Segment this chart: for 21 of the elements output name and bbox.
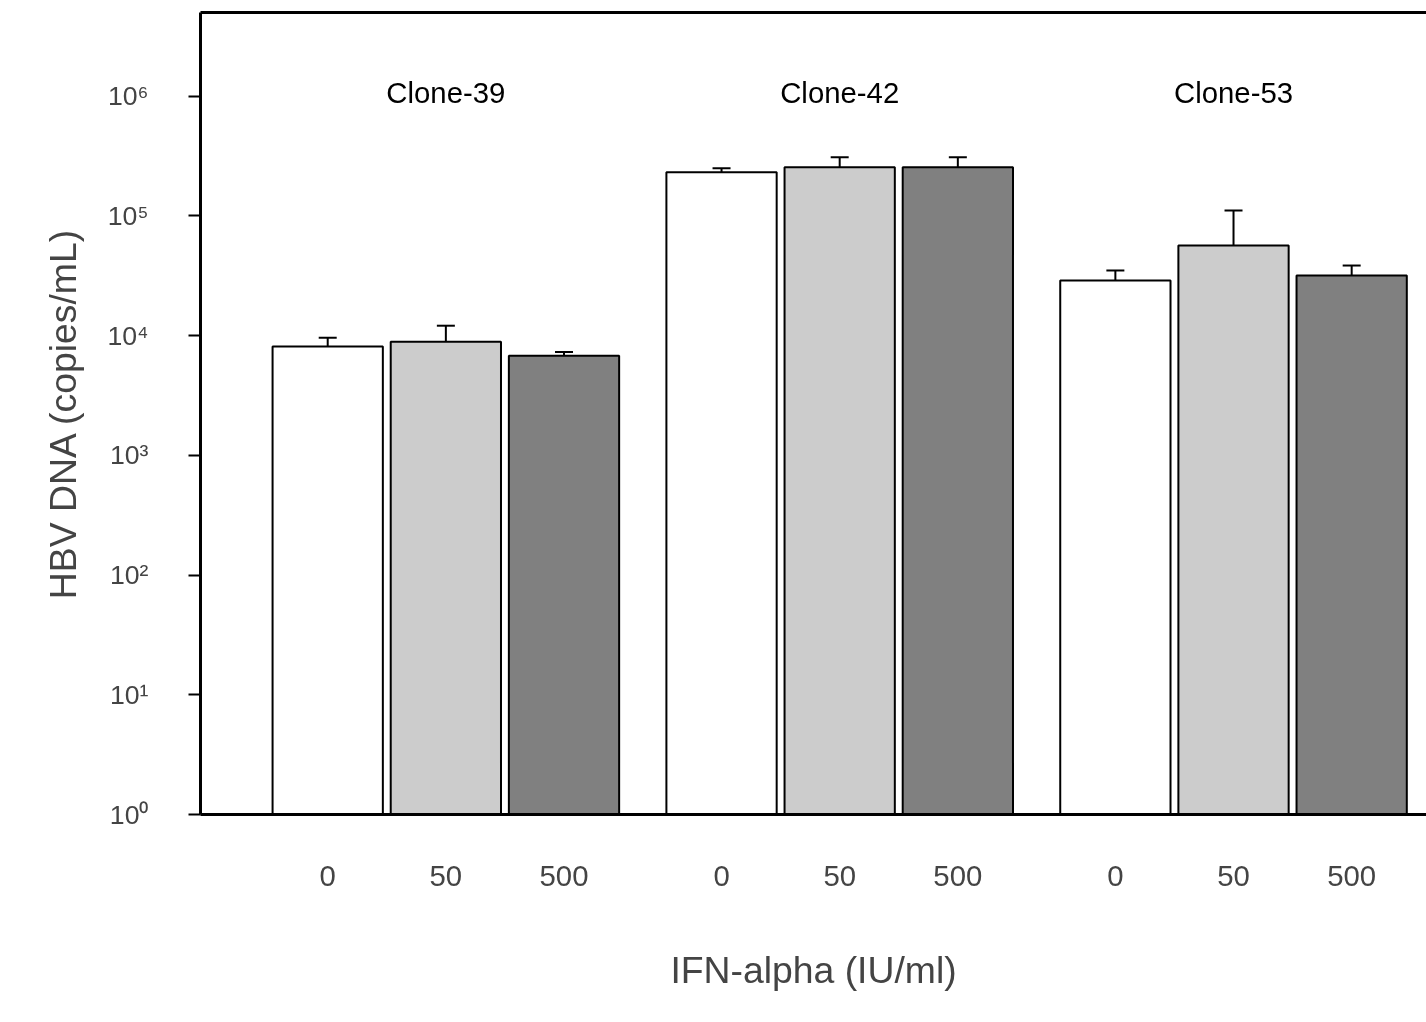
x-axis-title: IFN-alpha (IU/ml): [670, 948, 957, 991]
x-tick-label: Clone-42: [780, 76, 900, 110]
y-tick-label: 10⁰: [109, 799, 149, 830]
text: 0: [1107, 858, 1124, 892]
series-label: 500: [539, 858, 589, 892]
text: 500: [1327, 858, 1377, 892]
y-tick-label: 10⁴: [107, 320, 149, 351]
series-label: 0: [319, 858, 336, 892]
series-label: 50: [429, 858, 463, 892]
y-tick-label: 10⁵: [107, 200, 149, 231]
text: 0: [713, 858, 730, 892]
y-tick-label: 10⁶: [107, 81, 149, 112]
y-tick-label: 10²: [109, 560, 149, 591]
y-tick-label: 10¹: [109, 679, 149, 710]
text: 50: [823, 858, 856, 892]
x-tick-label: Clone-53: [1174, 76, 1294, 110]
y-axis-title: HBV DNA (copies/mL): [42, 229, 85, 600]
text: 500: [933, 858, 983, 892]
x-tick-label: Clone-39: [386, 76, 506, 110]
text: 50: [1217, 858, 1250, 892]
y-tick-label: 10³: [109, 440, 149, 471]
